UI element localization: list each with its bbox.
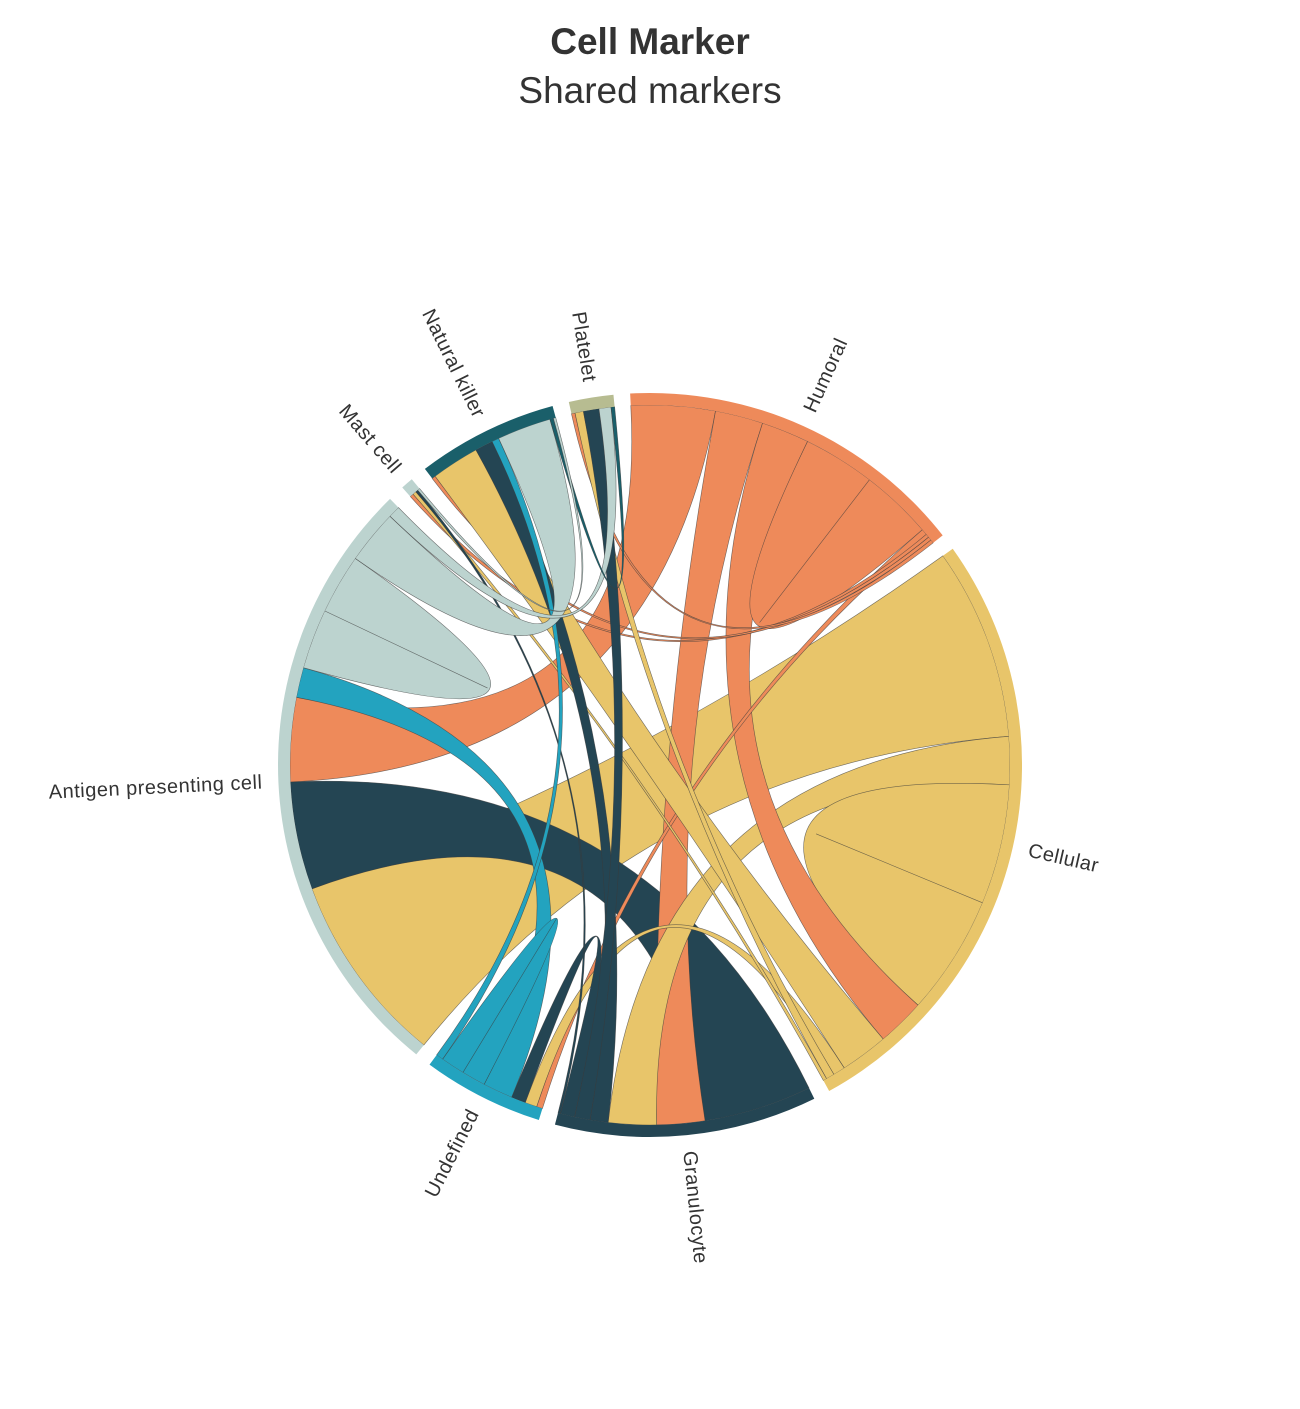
arc-platelet[interactable] xyxy=(568,394,615,414)
ribbon-undefined-undefined[interactable] xyxy=(442,917,559,1085)
label-humoral: Humoral xyxy=(800,335,853,416)
label-granulocyte: Granulocyte xyxy=(678,1150,711,1265)
ribbons-group xyxy=(289,404,1011,1126)
arc-humoral[interactable] xyxy=(630,392,943,543)
ribbon-cellular-mast[interactable] xyxy=(412,491,827,1081)
label-cellular: Cellular xyxy=(1026,840,1101,877)
arc-undefined[interactable] xyxy=(429,1054,543,1121)
label-mast: Mast cell xyxy=(334,400,405,478)
arc-nk[interactable] xyxy=(424,405,556,479)
label-apc: Antigen presenting cell xyxy=(48,772,263,804)
ribbon-nk-platelet[interactable] xyxy=(549,406,625,590)
arc-granulocyte[interactable] xyxy=(554,1087,815,1138)
chart-header: Cell Marker Shared markers xyxy=(0,18,1300,116)
ribbon-apc-apc[interactable] xyxy=(303,557,491,700)
arc-mast[interactable] xyxy=(402,479,420,497)
label-undefined: Undefined xyxy=(421,1106,484,1201)
arc-apc[interactable] xyxy=(278,498,424,1055)
label-platelet: Platelet xyxy=(567,310,600,383)
arcs-group xyxy=(278,392,1023,1138)
label-nk: Natural killer xyxy=(417,306,489,422)
chart-subtitle: Shared markers xyxy=(518,70,782,111)
ribbon-undefined-nk[interactable] xyxy=(436,437,563,1060)
chart-title: Cell Marker xyxy=(550,21,750,62)
